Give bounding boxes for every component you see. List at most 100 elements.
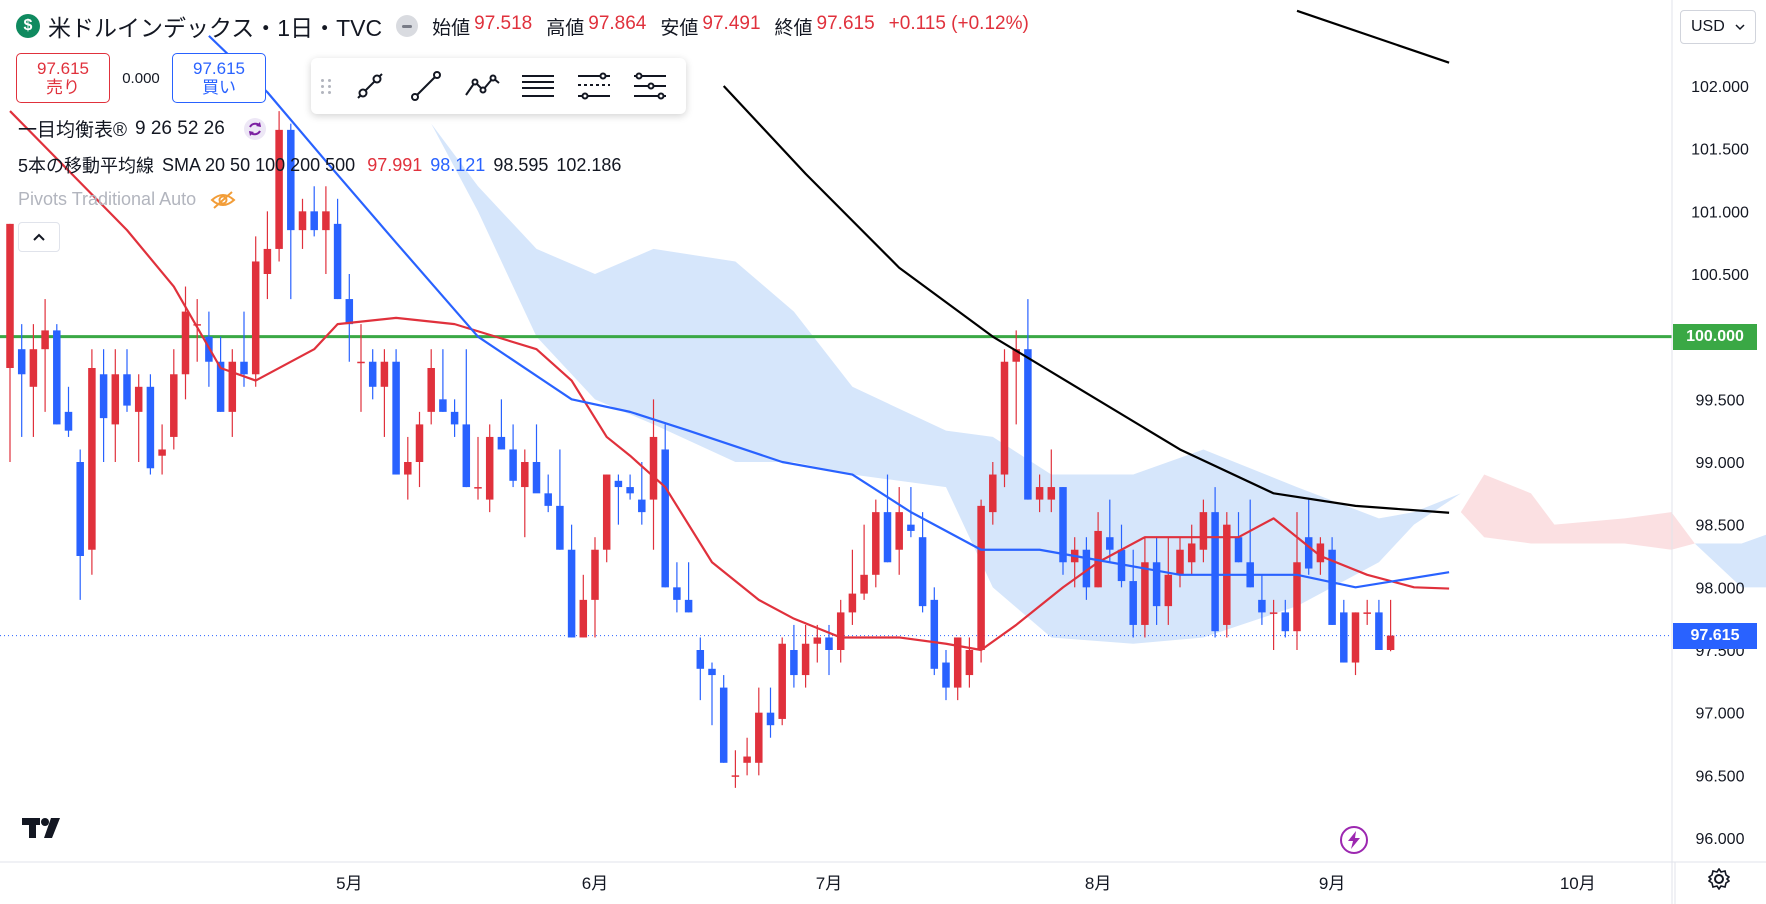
pivots-legend[interactable]: Pivots Traditional Auto — [18, 189, 236, 210]
candle-body — [345, 299, 354, 325]
y-tick-label: 97.000 — [1696, 706, 1745, 723]
buy-price: 97.615 — [193, 59, 245, 78]
ray-tool-icon[interactable] — [407, 67, 445, 105]
candle-body — [1000, 361, 1009, 475]
ichimoku-params: 9 26 52 26 — [135, 117, 225, 139]
collapse-legend-button[interactable] — [18, 222, 60, 252]
candle-body — [1340, 612, 1348, 663]
x-tick-label: 10月 — [1560, 874, 1596, 893]
gear-icon[interactable] — [1707, 867, 1731, 891]
candle-body — [965, 650, 974, 676]
candle-body — [275, 129, 283, 249]
candle-body — [778, 643, 786, 719]
sell-price: 97.615 — [37, 59, 89, 78]
symbol-title[interactable]: 米ドルインデックス・1日・TVC — [48, 15, 383, 41]
series-line-sma20 — [9, 110, 1450, 652]
minus-button[interactable] — [396, 15, 419, 37]
ichimoku-legend[interactable]: 一目均衡表® 9 26 52 26 — [18, 115, 267, 142]
parallel-channel-icon[interactable] — [519, 67, 557, 105]
lightning-icon[interactable] — [1340, 826, 1368, 854]
candle-body — [1035, 487, 1044, 500]
candle-body — [743, 756, 751, 763]
candle-body — [930, 599, 939, 669]
dollar-logo-icon: $ — [16, 14, 40, 38]
chevron-up-icon — [33, 233, 45, 241]
candle-body — [638, 499, 646, 513]
candle-body — [29, 349, 38, 387]
candle-body — [216, 361, 225, 412]
path-tool-icon[interactable] — [463, 67, 501, 105]
y-tick-label: 99.000 — [1696, 455, 1745, 472]
candle-body — [509, 449, 517, 481]
low-label: 安値 — [660, 17, 699, 39]
candle-body — [298, 211, 307, 231]
candle-body — [1293, 562, 1301, 632]
candle-body — [989, 474, 997, 513]
candle-body — [404, 462, 412, 475]
candle-body — [1164, 574, 1173, 607]
eye-off-icon[interactable] — [210, 190, 236, 210]
sma200-value: 102.186 — [556, 154, 622, 175]
candle-body — [462, 424, 471, 488]
candle-body — [649, 436, 658, 500]
candle-body — [380, 361, 389, 387]
candle-body — [567, 549, 576, 638]
candle-body — [719, 687, 728, 763]
candle-body — [918, 537, 927, 607]
candle-body — [801, 643, 810, 676]
candle-body — [287, 129, 295, 231]
x-tick-label: 9月 — [1319, 874, 1345, 893]
candle-body — [134, 386, 143, 412]
candle-body — [415, 424, 424, 462]
candle-body — [790, 650, 798, 676]
candle-body — [521, 462, 529, 488]
candle-body — [895, 512, 903, 550]
tradingview-logo-icon[interactable] — [22, 816, 68, 845]
series-line-sma100 — [722, 85, 1450, 514]
candle-body — [1047, 487, 1056, 500]
candle-body — [1316, 543, 1325, 563]
candle-body — [1152, 562, 1161, 607]
y-tick-label: 102.000 — [1691, 79, 1749, 96]
candle-body — [860, 574, 868, 594]
candle-body — [673, 587, 681, 600]
buy-button[interactable]: 97.615 買い — [172, 53, 266, 103]
candle-body — [1234, 537, 1243, 563]
drag-handle-icon[interactable] — [321, 75, 333, 97]
currency-select[interactable]: USD — [1680, 10, 1756, 44]
candlesticks — [6, 111, 1395, 788]
y-tick-label: 101.500 — [1691, 142, 1749, 159]
candle-body — [368, 361, 377, 387]
cloud-bullish — [384, 35, 1461, 644]
fib-retracement-icon[interactable] — [575, 67, 613, 105]
candle-body — [1211, 512, 1219, 632]
candle-body — [755, 712, 763, 763]
candle-body — [1363, 612, 1371, 614]
refresh-icon[interactable] — [243, 117, 267, 141]
candle-body — [41, 330, 49, 350]
sma50-value: 98.121 — [430, 154, 486, 175]
candle-body — [813, 637, 822, 644]
candle-body — [450, 411, 459, 425]
candle-body — [240, 361, 248, 375]
trend-line-tool-icon[interactable] — [351, 67, 389, 105]
fib-extension-icon[interactable] — [631, 67, 669, 105]
y-tick-label: 96.000 — [1696, 831, 1745, 848]
sell-button[interactable]: 97.615 売り — [16, 53, 110, 103]
y-tick-label: 96.500 — [1696, 768, 1745, 785]
sma-legend[interactable]: 5本の移動平均線 SMA 20 50 100 200 500 97.991 98… — [18, 152, 621, 178]
cloud-bullish-2 — [1694, 534, 1766, 588]
candle-body — [6, 223, 14, 368]
x-tick-label: 6月 — [582, 874, 608, 893]
candle-body — [53, 330, 61, 425]
spread-value: 0.000 — [122, 69, 160, 87]
candle-body — [836, 612, 845, 650]
pivots-name: Pivots Traditional Auto — [18, 189, 197, 209]
trade-panel: 97.615 売り 0.000 97.615 買い — [16, 53, 266, 103]
candle-body — [684, 599, 693, 613]
candle-body — [76, 462, 84, 556]
x-tick-label: 8月 — [1085, 874, 1111, 893]
candle-body — [64, 411, 73, 431]
candle-body — [1328, 549, 1336, 625]
candle-body — [579, 599, 588, 638]
